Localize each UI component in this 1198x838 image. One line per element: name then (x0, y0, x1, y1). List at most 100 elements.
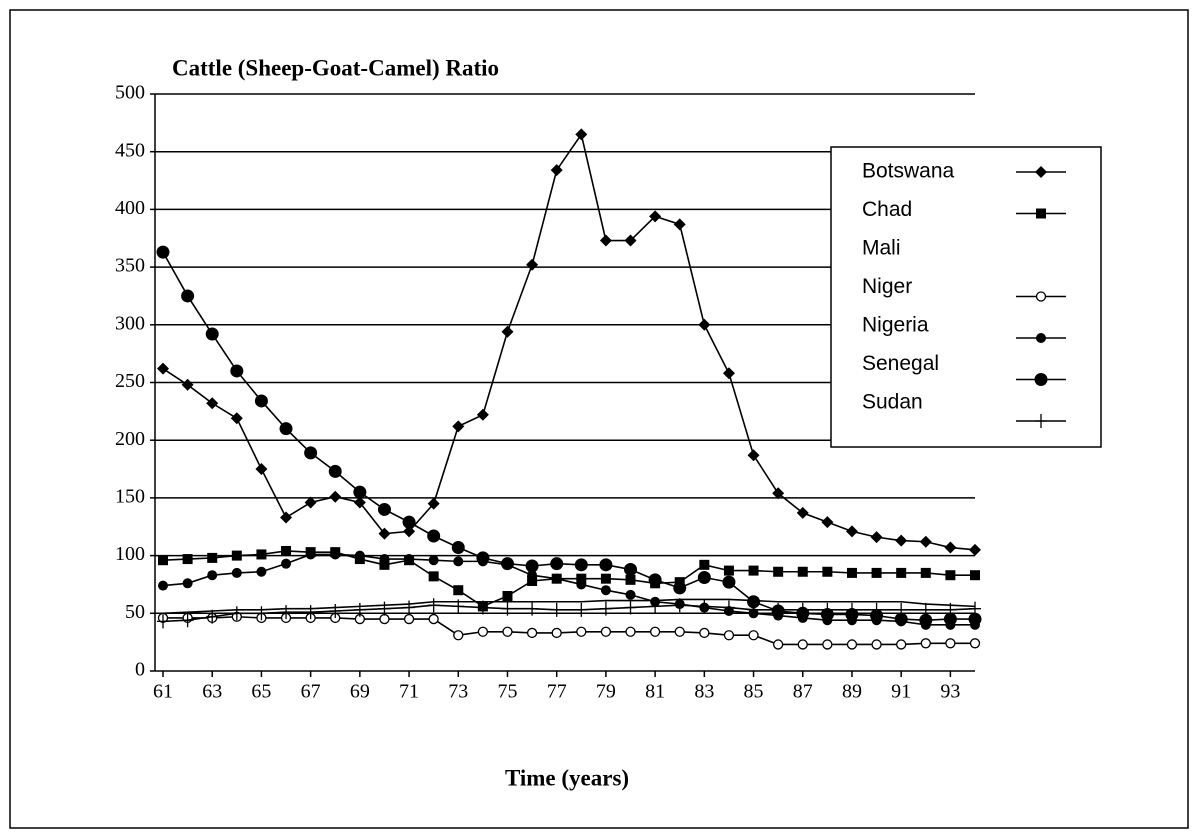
line (162, 604, 976, 623)
marker (920, 638, 931, 649)
marker (428, 555, 439, 566)
legend-label: Sudan (862, 391, 923, 414)
marker (476, 408, 489, 421)
x-tick-label: 69 (350, 681, 370, 703)
marker (329, 603, 342, 618)
marker (797, 639, 808, 650)
marker (403, 600, 416, 615)
marker (304, 446, 318, 460)
marker (773, 639, 784, 650)
marker (600, 585, 611, 596)
marker (919, 535, 932, 548)
marker (157, 614, 169, 629)
marker (919, 602, 932, 617)
marker (206, 609, 219, 624)
marker (575, 602, 588, 617)
marker (600, 573, 611, 584)
marker (181, 613, 194, 628)
marker (379, 554, 390, 565)
legend: Botswana Chad Mali Niger Nigeria Senegal Sudan (830, 146, 1102, 448)
marker (330, 549, 341, 560)
x-tick-label: 71 (399, 681, 419, 703)
series (162, 598, 976, 615)
x-axis-label: Time (years) (505, 765, 629, 790)
marker (379, 559, 390, 570)
marker (181, 289, 195, 303)
marker (501, 601, 514, 616)
marker (328, 464, 342, 478)
x-tick-label: 83 (694, 681, 714, 703)
line (162, 132, 976, 551)
y-tick-label: 150 (115, 485, 145, 507)
marker (599, 234, 612, 247)
marker (723, 630, 735, 641)
marker (207, 570, 218, 581)
marker (673, 218, 686, 231)
marker (699, 627, 710, 639)
marker (625, 574, 636, 585)
y-tick-label: 300 (115, 312, 145, 334)
marker (747, 449, 760, 462)
series (157, 611, 981, 650)
marker (574, 558, 588, 572)
y-tick-label: 0 (135, 659, 145, 681)
marker (353, 496, 366, 509)
marker (378, 601, 391, 616)
marker (576, 626, 587, 637)
marker (280, 511, 293, 524)
marker (1034, 373, 1048, 386)
plot (156, 128, 982, 650)
marker (182, 578, 193, 589)
marker (254, 394, 268, 408)
marker (723, 565, 734, 576)
marker (674, 626, 685, 637)
marker (402, 515, 416, 529)
y-tick-label: 200 (115, 428, 145, 450)
marker (427, 529, 441, 543)
marker (1036, 208, 1046, 219)
marker (845, 525, 858, 538)
x-tick-label: 61 (153, 681, 173, 703)
marker (625, 626, 636, 637)
grid: 0 50 100 150 200 250 300 350 400 450 500 61 63 65 67 69… (115, 82, 975, 703)
marker (181, 378, 194, 391)
marker (870, 602, 883, 617)
x-tick-label: 67 (301, 681, 321, 703)
marker (156, 245, 170, 259)
marker (403, 613, 415, 625)
x-tick-label: 85 (744, 681, 764, 703)
marker (403, 525, 416, 538)
marker (871, 567, 882, 578)
legend-label: Mali (862, 237, 901, 260)
marker (773, 566, 784, 577)
legend-label: Chad (862, 198, 912, 221)
marker (673, 581, 687, 595)
x-tick-label: 63 (202, 681, 222, 703)
marker (772, 487, 785, 500)
marker (748, 565, 759, 576)
legend-box (830, 146, 1102, 448)
legend-label: Niger (862, 275, 912, 298)
marker (772, 602, 785, 617)
marker (256, 549, 267, 560)
marker (599, 558, 613, 572)
y-tick-label: 450 (115, 139, 145, 161)
series (157, 598, 981, 629)
marker (158, 580, 168, 591)
marker (551, 573, 562, 584)
x-tick-label: 91 (891, 681, 911, 703)
marker (649, 626, 661, 637)
marker (748, 630, 759, 641)
marker (230, 412, 243, 425)
marker (822, 566, 833, 577)
marker (477, 626, 489, 637)
marker (453, 630, 464, 641)
marker (599, 601, 612, 616)
marker (673, 598, 686, 613)
marker (722, 367, 735, 380)
marker (624, 562, 638, 576)
marker (526, 258, 539, 271)
marker (648, 573, 662, 587)
x-tick-label: 65 (251, 681, 271, 703)
